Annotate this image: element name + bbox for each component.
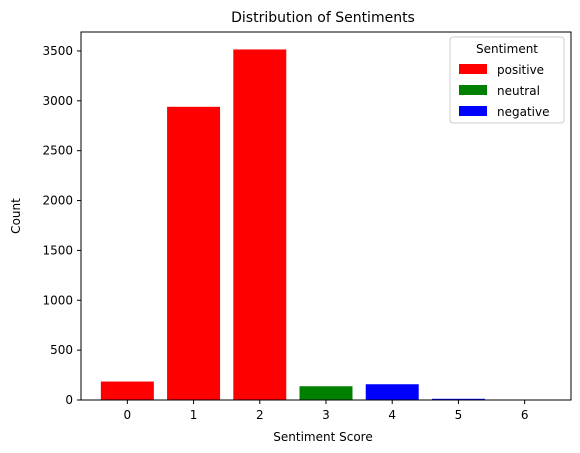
y-tick-label: 2000 — [42, 194, 73, 208]
bar-1 — [167, 106, 221, 400]
legend-swatch-neutral — [459, 85, 487, 95]
x-tick-label: 4 — [388, 408, 396, 422]
legend-frame — [449, 36, 565, 124]
chart-title: Distribution of Sentiments — [231, 10, 415, 26]
y-axis-label: Count — [9, 198, 23, 234]
bar-3 — [299, 386, 353, 400]
x-axis-ticks: 0 1 2 3 4 5 6 — [124, 400, 529, 422]
x-tick-label: 3 — [322, 408, 330, 422]
legend-title: Sentiment — [476, 42, 538, 56]
plot-frame — [80, 31, 572, 401]
legend-swatch-positive — [459, 64, 487, 74]
y-tick-label: 3500 — [42, 44, 73, 58]
legend-entries: positive neutral negative — [459, 63, 549, 119]
y-tick-label: 0 — [65, 393, 73, 407]
bar-4 — [365, 384, 419, 400]
legend-label-neutral: neutral — [497, 84, 540, 98]
x-tick-label: 2 — [256, 408, 264, 422]
x-tick-label: 6 — [521, 408, 529, 422]
x-axis-label: Sentiment Score — [273, 430, 372, 444]
bar-5 — [431, 398, 485, 400]
y-tick-label: 1000 — [42, 293, 73, 307]
y-tick-label: 500 — [50, 343, 73, 357]
bars-group — [100, 49, 552, 400]
x-tick-label: 0 — [124, 408, 132, 422]
bar-2 — [233, 49, 287, 400]
legend-label-positive: positive — [497, 63, 544, 77]
x-tick-label: 1 — [190, 408, 198, 422]
bar-0 — [100, 381, 154, 400]
legend: Sentiment positive neutral negative — [449, 36, 565, 124]
x-tick-label: 5 — [455, 408, 463, 422]
y-axis-ticks: 0 500 1000 1500 2000 2500 3000 3500 — [42, 44, 81, 407]
legend-label-negative: negative — [497, 105, 549, 119]
y-tick-label: 2500 — [42, 144, 73, 158]
legend-swatch-negative — [459, 106, 487, 116]
y-tick-label: 1500 — [42, 243, 73, 257]
y-tick-label: 3000 — [42, 94, 73, 108]
